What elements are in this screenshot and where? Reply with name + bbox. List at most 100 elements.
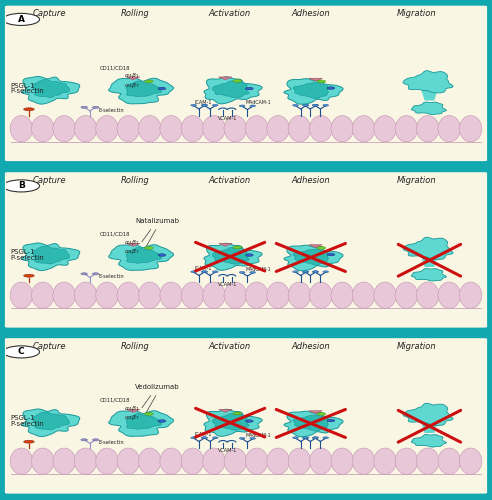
Circle shape	[327, 87, 335, 90]
Ellipse shape	[203, 116, 225, 142]
Ellipse shape	[395, 282, 418, 308]
Ellipse shape	[96, 448, 118, 474]
Text: PSGL-1: PSGL-1	[11, 83, 35, 89]
FancyBboxPatch shape	[3, 171, 489, 329]
Circle shape	[158, 254, 166, 256]
Circle shape	[233, 80, 242, 82]
Polygon shape	[22, 76, 80, 104]
Circle shape	[191, 437, 196, 438]
Text: Rolling: Rolling	[121, 176, 150, 184]
Ellipse shape	[31, 282, 54, 308]
Circle shape	[313, 271, 318, 272]
Ellipse shape	[203, 282, 225, 308]
Text: Rolling: Rolling	[121, 342, 150, 350]
Text: Migration: Migration	[397, 9, 436, 18]
Text: PSGL-1: PSGL-1	[11, 416, 35, 422]
Text: C: C	[18, 348, 25, 356]
Circle shape	[239, 105, 245, 107]
Ellipse shape	[246, 448, 268, 474]
Ellipse shape	[139, 448, 161, 474]
Circle shape	[327, 254, 335, 256]
Polygon shape	[403, 237, 453, 260]
Text: Activation: Activation	[208, 176, 250, 184]
Ellipse shape	[181, 448, 204, 474]
Text: B: B	[18, 182, 25, 190]
Text: MAdCAM-1: MAdCAM-1	[245, 433, 271, 438]
Ellipse shape	[31, 116, 54, 142]
Circle shape	[191, 271, 196, 272]
Polygon shape	[204, 77, 262, 104]
Ellipse shape	[331, 282, 353, 308]
Polygon shape	[109, 410, 174, 436]
Circle shape	[233, 246, 242, 249]
Text: Activation: Activation	[208, 342, 250, 350]
Text: MAdCAM-1: MAdCAM-1	[245, 100, 271, 105]
Text: E-selectin: E-selectin	[98, 108, 124, 112]
Circle shape	[145, 246, 154, 250]
Circle shape	[313, 104, 318, 106]
Circle shape	[323, 437, 329, 438]
Ellipse shape	[374, 282, 396, 308]
Polygon shape	[284, 411, 343, 436]
Circle shape	[246, 254, 253, 256]
Circle shape	[3, 14, 39, 26]
Polygon shape	[284, 245, 343, 270]
Polygon shape	[32, 412, 70, 430]
Ellipse shape	[417, 282, 439, 308]
Circle shape	[3, 180, 39, 192]
Circle shape	[201, 104, 207, 106]
Circle shape	[201, 271, 207, 272]
Ellipse shape	[460, 116, 482, 142]
Circle shape	[92, 438, 99, 441]
Circle shape	[213, 104, 218, 106]
Ellipse shape	[224, 282, 246, 308]
Circle shape	[202, 104, 208, 106]
Ellipse shape	[117, 448, 140, 474]
Ellipse shape	[288, 448, 311, 474]
Text: Vedolizumab: Vedolizumab	[135, 384, 180, 390]
Text: $\alpha_4\beta_1$: $\alpha_4\beta_1$	[123, 72, 139, 80]
Circle shape	[213, 271, 218, 272]
Ellipse shape	[395, 116, 418, 142]
Ellipse shape	[53, 282, 75, 308]
Circle shape	[312, 104, 318, 106]
Polygon shape	[403, 403, 453, 425]
Circle shape	[293, 104, 298, 106]
Circle shape	[81, 106, 88, 108]
Ellipse shape	[374, 116, 396, 142]
Ellipse shape	[10, 282, 32, 308]
Ellipse shape	[24, 274, 34, 277]
Text: CD11/CD18: CD11/CD18	[99, 232, 130, 237]
Circle shape	[239, 272, 245, 274]
Ellipse shape	[417, 448, 439, 474]
Ellipse shape	[331, 448, 353, 474]
Ellipse shape	[460, 282, 482, 308]
Circle shape	[323, 271, 329, 272]
Polygon shape	[212, 248, 249, 264]
Ellipse shape	[96, 116, 118, 142]
Text: A: A	[18, 15, 25, 24]
Ellipse shape	[10, 448, 32, 474]
Circle shape	[239, 438, 245, 440]
Ellipse shape	[160, 282, 183, 308]
Ellipse shape	[139, 282, 161, 308]
Text: P-selectin: P-selectin	[11, 421, 44, 427]
Polygon shape	[212, 414, 249, 430]
Polygon shape	[421, 421, 438, 433]
Polygon shape	[126, 414, 161, 429]
Circle shape	[145, 412, 154, 416]
Ellipse shape	[53, 448, 75, 474]
Circle shape	[293, 437, 298, 438]
Ellipse shape	[160, 116, 183, 142]
Polygon shape	[309, 410, 322, 414]
Polygon shape	[309, 78, 322, 81]
Polygon shape	[218, 410, 232, 412]
Circle shape	[312, 437, 318, 438]
Polygon shape	[126, 244, 140, 246]
Text: $\alpha_4\beta_1$: $\alpha_4\beta_1$	[123, 404, 139, 413]
FancyBboxPatch shape	[3, 337, 489, 495]
Polygon shape	[411, 268, 446, 281]
Polygon shape	[411, 434, 446, 447]
Circle shape	[246, 420, 253, 422]
Text: MAdCAM-1: MAdCAM-1	[245, 267, 271, 272]
